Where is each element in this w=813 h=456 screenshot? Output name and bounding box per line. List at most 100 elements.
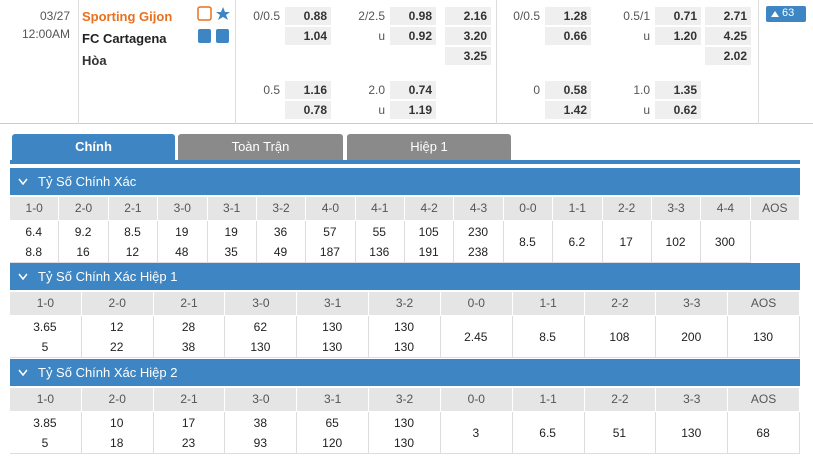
score-cell[interactable]: 17 [602, 221, 652, 263]
score-cell[interactable]: 65 120 [297, 412, 370, 454]
odds-value[interactable]: 0.98 [390, 7, 436, 25]
odds-value[interactable]: 8.5 [539, 330, 556, 344]
odds-value[interactable]: 105 [418, 225, 439, 239]
odds-value[interactable]: 0.62 [655, 101, 701, 119]
odds-value[interactable]: 8.5 [519, 235, 536, 249]
score-cell[interactable]: 3.65 5 [10, 316, 82, 358]
odds-value[interactable]: 12 [110, 320, 124, 334]
odds-value[interactable]: 120 [322, 436, 343, 450]
score-cell[interactable]: 300 [701, 221, 751, 263]
odds-value[interactable]: 6.4 [25, 225, 43, 239]
odds-value[interactable]: 0.92 [390, 27, 436, 45]
odds-value[interactable]: 1.20 [655, 27, 701, 45]
odds-value[interactable]: 28 [181, 320, 196, 334]
odds-value[interactable]: 36 [273, 225, 288, 239]
away-team[interactable]: FC Cartagena [82, 31, 167, 46]
odds-value[interactable]: 10 [110, 416, 124, 430]
section-title[interactable]: Tỷ Số Chính Xác Hiệp 1 [10, 263, 800, 290]
score-cell[interactable]: 19 48 [158, 221, 208, 263]
odds-value[interactable]: 300 [714, 235, 735, 249]
score-cell[interactable]: 130 130 [297, 316, 370, 358]
odds-value[interactable]: 8.8 [25, 245, 43, 259]
odds-value[interactable]: 130 [393, 416, 414, 430]
score-cell[interactable]: 9.2 16 [59, 221, 109, 263]
odds-value[interactable]: 35 [224, 245, 238, 259]
score-cell[interactable]: 62 130 [225, 316, 298, 358]
odds-value[interactable]: 3.85 [33, 416, 57, 430]
score-cell[interactable]: 28 38 [153, 316, 226, 358]
odds-value[interactable]: 1.42 [545, 101, 591, 119]
odds-value[interactable]: 19 [175, 225, 189, 239]
score-cell[interactable]: 68 [728, 412, 800, 454]
odds-value[interactable]: 17 [619, 235, 633, 249]
odds-value[interactable]: 3.25 [445, 47, 491, 65]
score-cell[interactable]: 130 [728, 316, 800, 358]
odds-value[interactable]: 187 [319, 245, 340, 259]
score-cell[interactable]: 8.5 12 [108, 221, 159, 263]
home-team[interactable]: Sporting Gijon [82, 9, 173, 24]
odds-value[interactable]: 8.5 [124, 225, 141, 239]
odds-value[interactable]: 130 [393, 320, 414, 334]
odds-value[interactable]: 1.35 [655, 81, 701, 99]
odds-value[interactable]: 5 [41, 436, 49, 450]
score-cell[interactable]: 8.5 [512, 316, 585, 358]
chevron[interactable] [18, 369, 28, 377]
score-cell[interactable]: 3.85 5 [10, 412, 82, 454]
odds-value[interactable]: 9.2 [74, 225, 92, 239]
odds-value[interactable]: 136 [369, 245, 390, 259]
odds-value[interactable]: 22 [110, 340, 124, 354]
odds-value[interactable]: 130 [322, 320, 343, 334]
odds-value[interactable]: 51 [612, 426, 627, 440]
odds-value[interactable]: 5 [41, 340, 49, 354]
odds-value[interactable]: 3.65 [33, 320, 57, 334]
chevron[interactable] [18, 273, 28, 281]
odds-value[interactable]: 130 [250, 340, 271, 354]
tab[interactable]: Toàn Trận [178, 134, 343, 160]
odds-value[interactable]: 230 [468, 225, 489, 239]
section-title[interactable]: Tỷ Số Chính Xác [10, 168, 800, 195]
score-cell[interactable]: 200 [656, 316, 729, 358]
odds-value[interactable]: 130 [322, 340, 343, 354]
odds-value[interactable]: 2.45 [464, 330, 488, 344]
odds-value[interactable]: 57 [323, 225, 337, 239]
odds-value[interactable]: 18 [110, 436, 124, 450]
odds-value[interactable]: 130 [753, 330, 774, 344]
score-cell[interactable]: 51 [584, 412, 657, 454]
tab[interactable]: Hiệp 1 [347, 134, 511, 160]
odds-value[interactable]: 62 [253, 320, 268, 334]
odds-value[interactable]: 0.71 [655, 7, 701, 25]
score-cell[interactable]: 3 [440, 412, 513, 454]
score-cell[interactable]: 8.5 [503, 221, 554, 263]
odds-value[interactable]: 191 [418, 245, 439, 259]
odds-value[interactable]: 2.71 [705, 7, 751, 25]
odds-value[interactable]: 19 [224, 225, 238, 239]
score-cell[interactable]: 6.5 [512, 412, 585, 454]
score-cell[interactable]: 6.4 8.8 [10, 221, 60, 263]
odds-value[interactable]: 0.88 [285, 7, 331, 25]
score-cell[interactable]: 130 [656, 412, 729, 454]
odds-value[interactable]: 0.74 [390, 81, 436, 99]
odds-value[interactable]: 1.16 [285, 81, 331, 99]
odds-value[interactable]: 2.02 [705, 47, 751, 65]
odds-value[interactable]: 130 [393, 436, 414, 450]
odds-value[interactable]: 12 [125, 245, 140, 259]
score-cell[interactable]: 57 187 [306, 221, 356, 263]
score-cell[interactable]: 230 238 [454, 221, 504, 263]
score-cell[interactable]: 19 35 [207, 221, 257, 263]
team-icons[interactable] [196, 6, 236, 46]
odds-value[interactable]: 6.5 [539, 426, 556, 440]
score-cell[interactable]: 130 130 [369, 412, 441, 454]
odds-value[interactable]: 65 [325, 416, 339, 430]
score-cell[interactable]: 55 136 [355, 221, 405, 263]
score-cell[interactable]: 6.2 [553, 221, 603, 263]
odds-value[interactable]: 49 [273, 245, 288, 259]
odds-value[interactable]: 102 [665, 235, 686, 249]
odds-value[interactable]: 38 [181, 340, 196, 354]
odds-value[interactable]: 4.25 [705, 27, 751, 45]
chevron[interactable] [18, 178, 28, 186]
score-cell[interactable]: 36 49 [256, 221, 307, 263]
odds-value[interactable]: 1.19 [390, 101, 436, 119]
odds-value[interactable]: 55 [372, 225, 386, 239]
score-cell[interactable]: 12 22 [81, 316, 154, 358]
tab[interactable]: Chính [12, 134, 175, 160]
